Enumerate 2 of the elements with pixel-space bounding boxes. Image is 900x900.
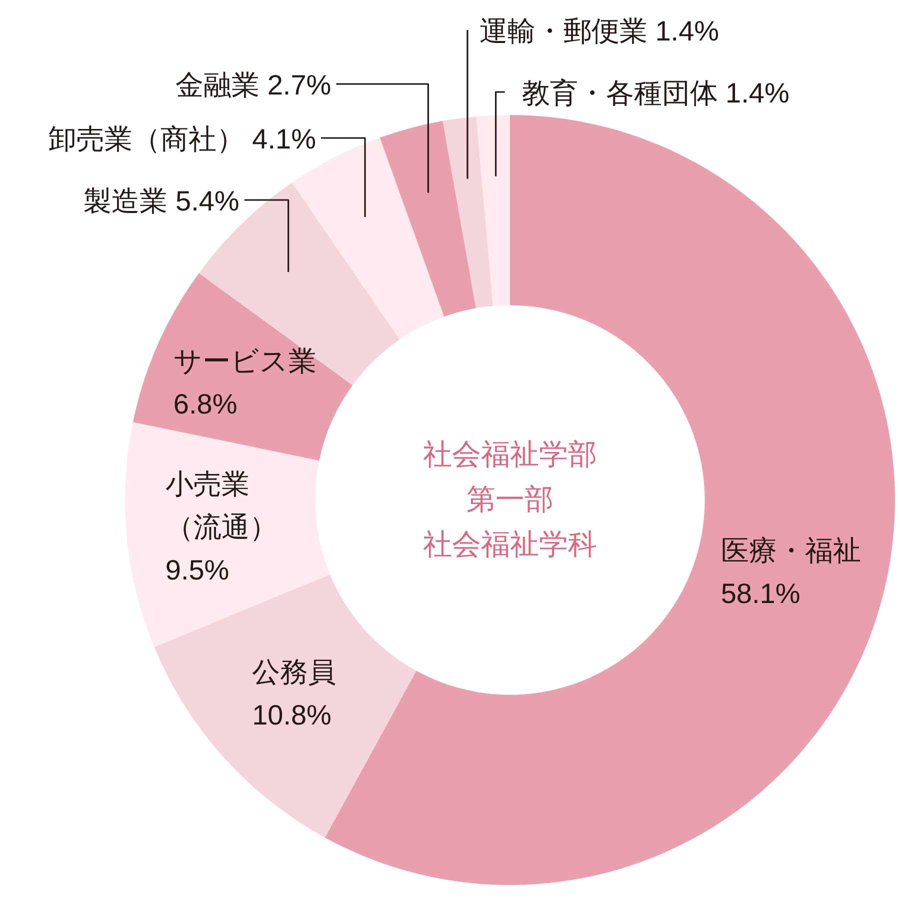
subtitle: 社会福祉学科 xyxy=(423,529,597,561)
title: 社会福祉学部第一部 xyxy=(423,439,597,516)
